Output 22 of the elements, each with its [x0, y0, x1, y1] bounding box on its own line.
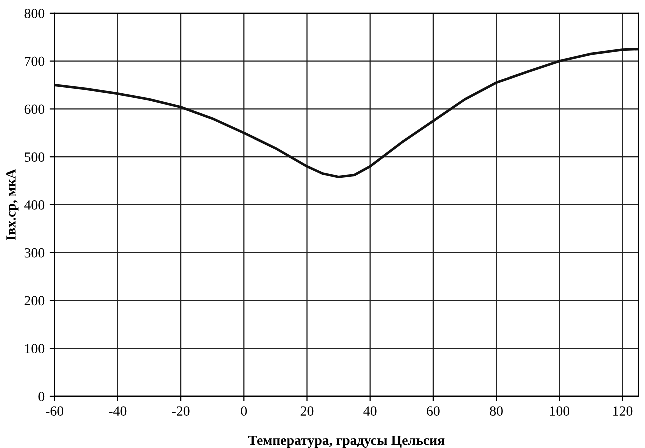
x-tick-label: -60 [46, 406, 64, 416]
y-tick-label: 800 [24, 9, 45, 18]
y-tick-label: 300 [24, 248, 45, 258]
x-tick-label: 20 [300, 406, 314, 416]
x-tick-label: -20 [172, 406, 190, 416]
x-tick-label: 40 [364, 406, 377, 416]
y-tick-label: 500 [25, 152, 45, 162]
y-tick-label: 700 [25, 56, 45, 66]
y-tick-label: 200 [24, 296, 45, 306]
y-tick-label: 0 [38, 392, 45, 402]
x-tick-label: 60 [427, 406, 440, 416]
y-tick-label: 400 [24, 200, 45, 210]
x-tick-label: 120 [614, 406, 633, 416]
line-series [54, 48, 639, 178]
x-axis-title: Температура, градусы Цельсия [248, 436, 445, 448]
x-tick-label: 0 [241, 406, 248, 416]
x-tick-label: -40 [109, 406, 127, 416]
x-tick-label: 100 [550, 406, 570, 416]
y-tick-label: 100 [25, 344, 45, 354]
y-tick-label: 600 [24, 104, 45, 114]
y-axis-title: Iвх.ср, мкА [6, 169, 19, 240]
x-tick-label: 80 [490, 406, 503, 416]
